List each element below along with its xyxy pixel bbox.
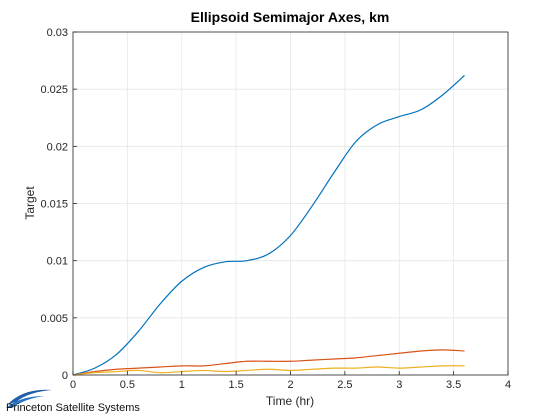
y-tick-label: 0.02 <box>47 141 68 153</box>
logo-text: Princeton Satellite Systems <box>6 402 140 414</box>
x-tick-label: 2 <box>287 379 293 391</box>
y-tick-label: 0.015 <box>40 199 68 211</box>
series-line-3 <box>72 365 465 376</box>
y-axis-label: Target <box>23 186 37 220</box>
chart-title: Ellipsoid Semimajor Axes, km <box>191 9 390 25</box>
x-axis-label: Time (hr) <box>266 394 314 408</box>
x-tick-label: 4 <box>505 379 511 391</box>
x-tick-label: 1.5 <box>228 379 243 391</box>
series-line-1 <box>72 75 465 376</box>
y-tick-label: 0 <box>62 370 68 382</box>
axis-ticks: 0 0.5 1 1.5 2 2.5 3 3.5 4 0 0.005 0.01 0.015 0.02 0.02… <box>40 27 511 391</box>
y-tick-label: 0.03 <box>47 27 68 39</box>
grid-lines <box>72 31 509 376</box>
x-tick-label: 2.5 <box>337 379 352 391</box>
x-tick-label: 3.5 <box>446 379 461 391</box>
x-tick-label: 1 <box>179 379 185 391</box>
princeton-satellite-systems-logo-icon <box>6 389 52 408</box>
y-tick-label: 0.025 <box>40 84 68 96</box>
x-tick-label: 0.5 <box>120 379 135 391</box>
series-lines <box>72 75 465 376</box>
y-tick-label: 0.01 <box>47 256 68 268</box>
series-line-2 <box>72 349 465 376</box>
x-tick-label: 0 <box>70 379 76 391</box>
x-tick-label: 3 <box>396 379 402 391</box>
y-tick-label: 0.005 <box>40 313 68 325</box>
